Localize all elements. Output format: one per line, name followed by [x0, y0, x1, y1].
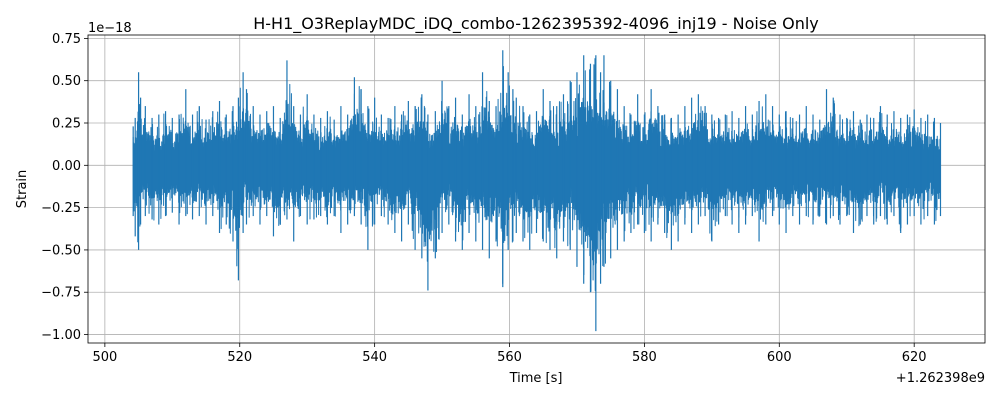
y-tick-label: 0.50: [52, 74, 81, 89]
y-tick-label: −0.75: [41, 286, 81, 301]
y-exponent-label: 1e−18: [88, 21, 132, 36]
y-tick-label: 0.25: [52, 117, 81, 132]
y-tick-label: −0.25: [41, 201, 81, 216]
x-tick-label: 620: [902, 350, 927, 365]
x-tick-label: 540: [362, 350, 387, 365]
ticks: 500 520 540 560 580 600 620 0.75 0.50 0.25 0.00 −0.…: [41, 32, 926, 365]
y-tick-label: 0.00: [52, 159, 81, 174]
x-tick-label: 600: [767, 350, 792, 365]
x-tick-label: 500: [92, 350, 117, 365]
data-layer: [132, 50, 942, 332]
chart-title: H-H1_O3ReplayMDC_iDQ_combo-1262395392-40…: [253, 14, 819, 34]
x-tick-label: 520: [227, 350, 252, 365]
y-tick-label: 0.75: [52, 32, 81, 47]
x-axis-label: Time [s]: [509, 371, 563, 386]
y-axis-label: Strain: [15, 170, 30, 209]
x-offset-label: +1.262398e9: [896, 371, 985, 386]
y-tick-label: −1.00: [41, 328, 81, 343]
x-tick-label: 580: [632, 350, 657, 365]
plot-frame: [87, 34, 986, 344]
x-tick-label: 560: [497, 350, 522, 365]
y-tick-label: −0.50: [41, 243, 81, 258]
